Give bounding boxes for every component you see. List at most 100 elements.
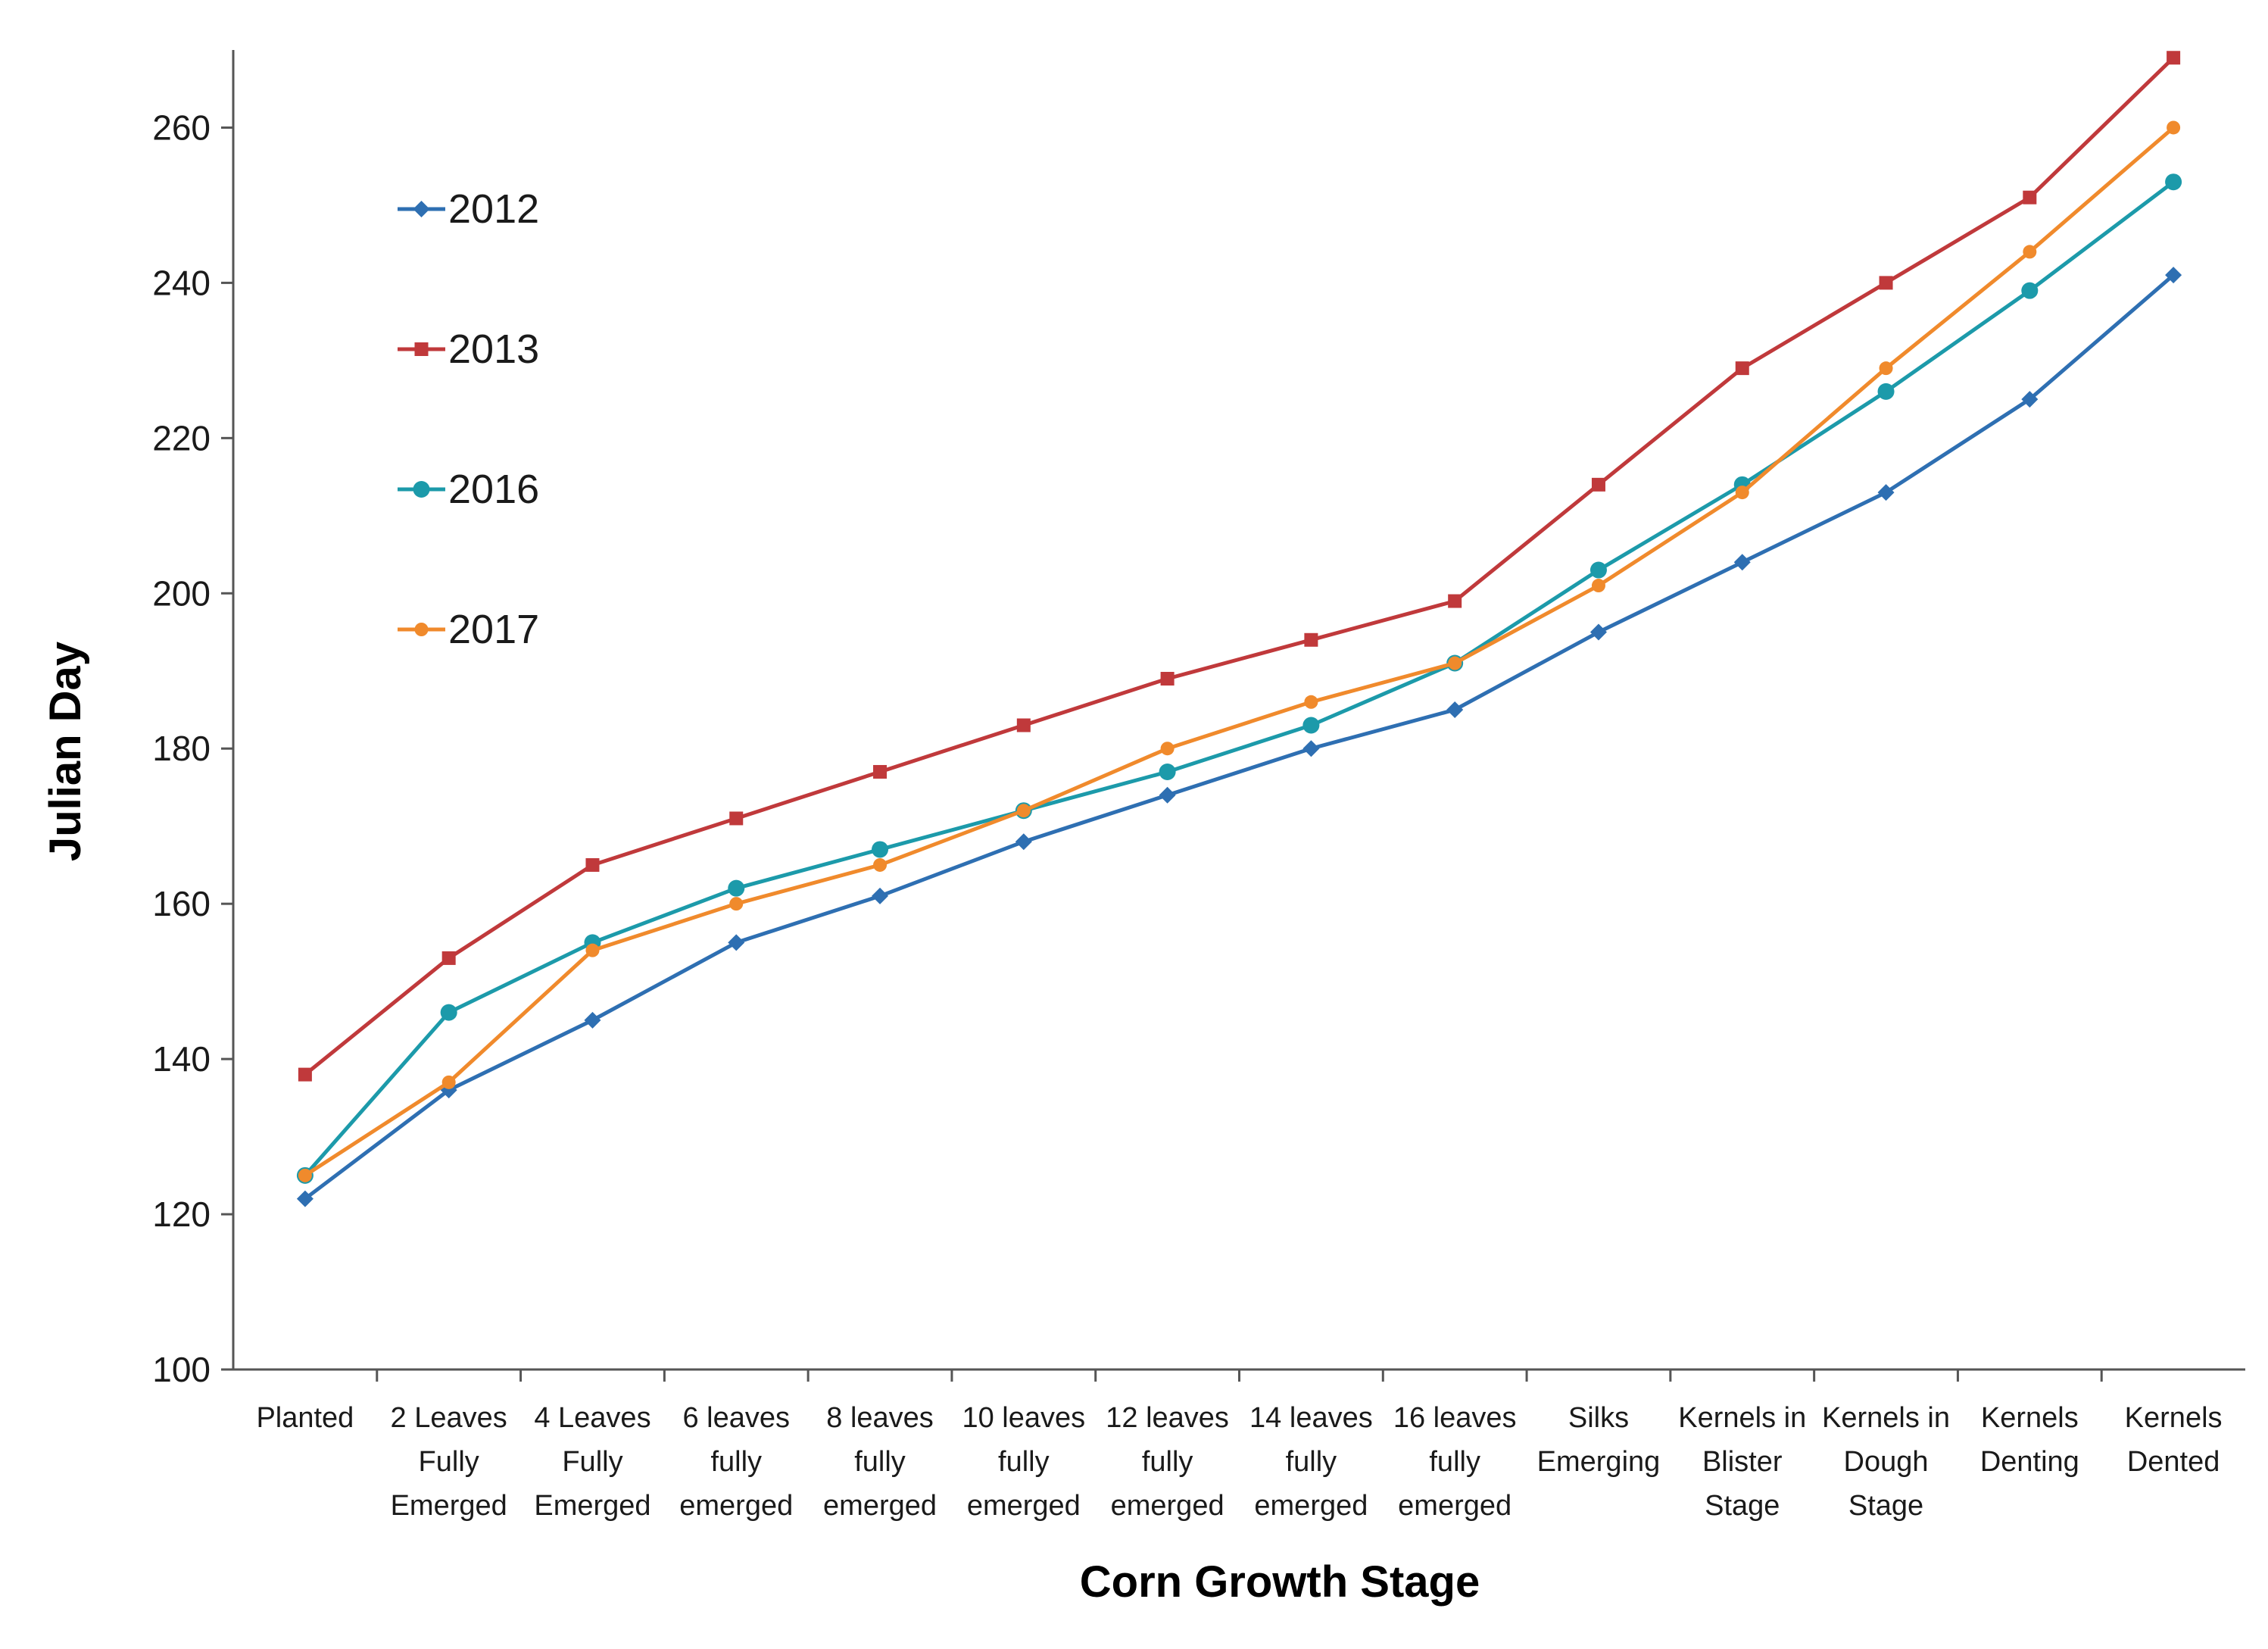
x-tick-label-line: 16 leaves bbox=[1393, 1402, 1517, 1434]
data-point-2013 bbox=[1016, 718, 1031, 732]
data-point-2012 bbox=[296, 1190, 314, 1207]
legend-swatch-marker bbox=[414, 342, 429, 356]
data-point-2017 bbox=[298, 1168, 312, 1182]
x-tick-label-line: emerged bbox=[823, 1490, 937, 1522]
y-tick-label: 220 bbox=[152, 418, 211, 458]
x-tick-label: 14 leaves fully emerged bbox=[1249, 1402, 1373, 1522]
data-point-2013 bbox=[873, 764, 888, 779]
data-point-2013 bbox=[2167, 51, 2181, 65]
data-point-2012 bbox=[1877, 484, 1895, 501]
data-point-2016 bbox=[728, 879, 745, 897]
data-point-2016 bbox=[1302, 717, 1320, 734]
data-point-2017 bbox=[1016, 804, 1031, 818]
data-point-2012 bbox=[2165, 267, 2182, 284]
x-tick-label-line: Kernels in bbox=[1822, 1402, 1950, 1434]
x-tick-label-line: Stage bbox=[1848, 1490, 1923, 1522]
x-tick-label-line: fully bbox=[1286, 1446, 1337, 1478]
data-point-2012 bbox=[584, 1011, 601, 1029]
x-tick-label-line: 10 leaves bbox=[962, 1402, 1085, 1434]
data-point-2013 bbox=[441, 951, 456, 965]
series-line-2016 bbox=[304, 180, 2175, 1177]
legend-item-2016: 2016 bbox=[398, 467, 539, 512]
data-point-2017 bbox=[1160, 742, 1175, 756]
data-point-2017 bbox=[1448, 656, 1462, 670]
legend-label: 2016 bbox=[448, 467, 539, 512]
legend: 2012 2013 2016 2017 bbox=[398, 186, 539, 652]
x-tick-label-line: emerged bbox=[1254, 1490, 1368, 1522]
data-point-2017 bbox=[1304, 695, 1318, 709]
y-tick-label: 180 bbox=[152, 729, 211, 768]
x-tick-label: 10 leaves fully emerged bbox=[962, 1402, 1085, 1522]
x-tick-label: Kernels Dented bbox=[2125, 1402, 2223, 1478]
x-tick-label-line: emerged bbox=[967, 1490, 1081, 1522]
x-tick-label: Silks Emerging bbox=[1537, 1402, 1661, 1478]
legend-label: 2012 bbox=[448, 186, 539, 232]
x-tick-label-line: emerged bbox=[679, 1490, 793, 1522]
data-point-2012 bbox=[2021, 391, 2039, 408]
data-point-2013 bbox=[1448, 594, 1462, 608]
x-tick-label-line: 2 Leaves bbox=[391, 1402, 507, 1434]
x-tick-label-line: Emerged bbox=[391, 1490, 507, 1522]
legend-swatch-marker bbox=[413, 481, 430, 498]
data-point-2017 bbox=[2023, 245, 2037, 259]
legend-item-2017: 2017 bbox=[398, 607, 539, 652]
x-tick-label-line: 14 leaves bbox=[1249, 1402, 1373, 1434]
y-axis-title: Julian Day bbox=[41, 642, 90, 861]
x-tick-label: 16 leaves fully emerged bbox=[1393, 1402, 1517, 1522]
series-line-2013 bbox=[304, 56, 2175, 1076]
x-tick-label-line: Fully bbox=[419, 1446, 479, 1478]
data-point-2013 bbox=[298, 1067, 312, 1082]
data-point-2013 bbox=[1591, 477, 1605, 492]
data-point-2017 bbox=[729, 897, 744, 911]
legend-label: 2017 bbox=[448, 607, 539, 652]
x-tick-label-line: 6 leaves bbox=[682, 1402, 790, 1434]
data-point-2012 bbox=[1159, 786, 1176, 804]
series-line-2012 bbox=[304, 273, 2175, 1201]
x-tick-label-line: Stage bbox=[1705, 1490, 1780, 1522]
x-tick-label-line: Planted bbox=[256, 1402, 354, 1434]
data-point-2012 bbox=[1015, 833, 1032, 851]
data-point-2012 bbox=[1446, 701, 1464, 718]
x-tick-label-line: emerged bbox=[1111, 1490, 1224, 1522]
x-tick-label: Planted bbox=[256, 1402, 354, 1434]
x-tick-label-line: Blister bbox=[1702, 1446, 1783, 1478]
data-point-2016 bbox=[1877, 383, 1895, 400]
y-tick-label: 140 bbox=[152, 1039, 211, 1079]
series-2017 bbox=[298, 120, 2181, 1182]
x-tick-label-line: fully bbox=[1142, 1446, 1193, 1478]
x-tick-label: 12 leaves fully emerged bbox=[1106, 1402, 1229, 1522]
data-point-2016 bbox=[1589, 561, 1607, 579]
data-point-2012 bbox=[1589, 623, 1607, 641]
x-tick-label: Kernels in Dough Stage bbox=[1822, 1402, 1950, 1522]
x-tick-label-line: Dented bbox=[2127, 1446, 2220, 1478]
x-tick-label: 8 leaves fully emerged bbox=[823, 1402, 937, 1522]
x-tick-label-line: fully bbox=[710, 1446, 762, 1478]
data-point-2012 bbox=[872, 887, 889, 904]
legend-item-2012: 2012 bbox=[398, 186, 539, 232]
x-tick-label: 2 Leaves Fully Emerged bbox=[391, 1402, 507, 1522]
y-tick-label: 100 bbox=[152, 1350, 211, 1389]
data-point-2013 bbox=[729, 811, 744, 826]
x-tick-label-line: Fully bbox=[562, 1446, 622, 1478]
data-point-2016 bbox=[440, 1004, 457, 1021]
legend-swatch-marker bbox=[414, 623, 429, 636]
data-point-2017 bbox=[1591, 579, 1605, 593]
data-point-2017 bbox=[585, 943, 600, 957]
x-tick-label-line: Kernels bbox=[1981, 1402, 2079, 1434]
data-point-2012 bbox=[1733, 554, 1751, 571]
data-point-2017 bbox=[1735, 486, 1749, 500]
x-tick-label-line: 12 leaves bbox=[1106, 1402, 1229, 1434]
data-point-2016 bbox=[2021, 282, 2039, 299]
y-tick-label: 120 bbox=[152, 1195, 211, 1234]
x-tick-label: 4 Leaves Fully Emerged bbox=[534, 1402, 650, 1522]
x-tick-label-line: Kernels in bbox=[1678, 1402, 1806, 1434]
data-point-2013 bbox=[1304, 632, 1318, 647]
x-tick-label-line: Emerging bbox=[1537, 1446, 1661, 1478]
y-tick-label: 260 bbox=[152, 108, 211, 147]
y-tick-label: 200 bbox=[152, 573, 211, 613]
x-tick-label: Kernels in Blister Stage bbox=[1678, 1402, 1806, 1522]
data-point-2012 bbox=[1302, 740, 1320, 757]
data-point-2012 bbox=[728, 934, 745, 951]
y-tick-label: 160 bbox=[152, 884, 211, 923]
